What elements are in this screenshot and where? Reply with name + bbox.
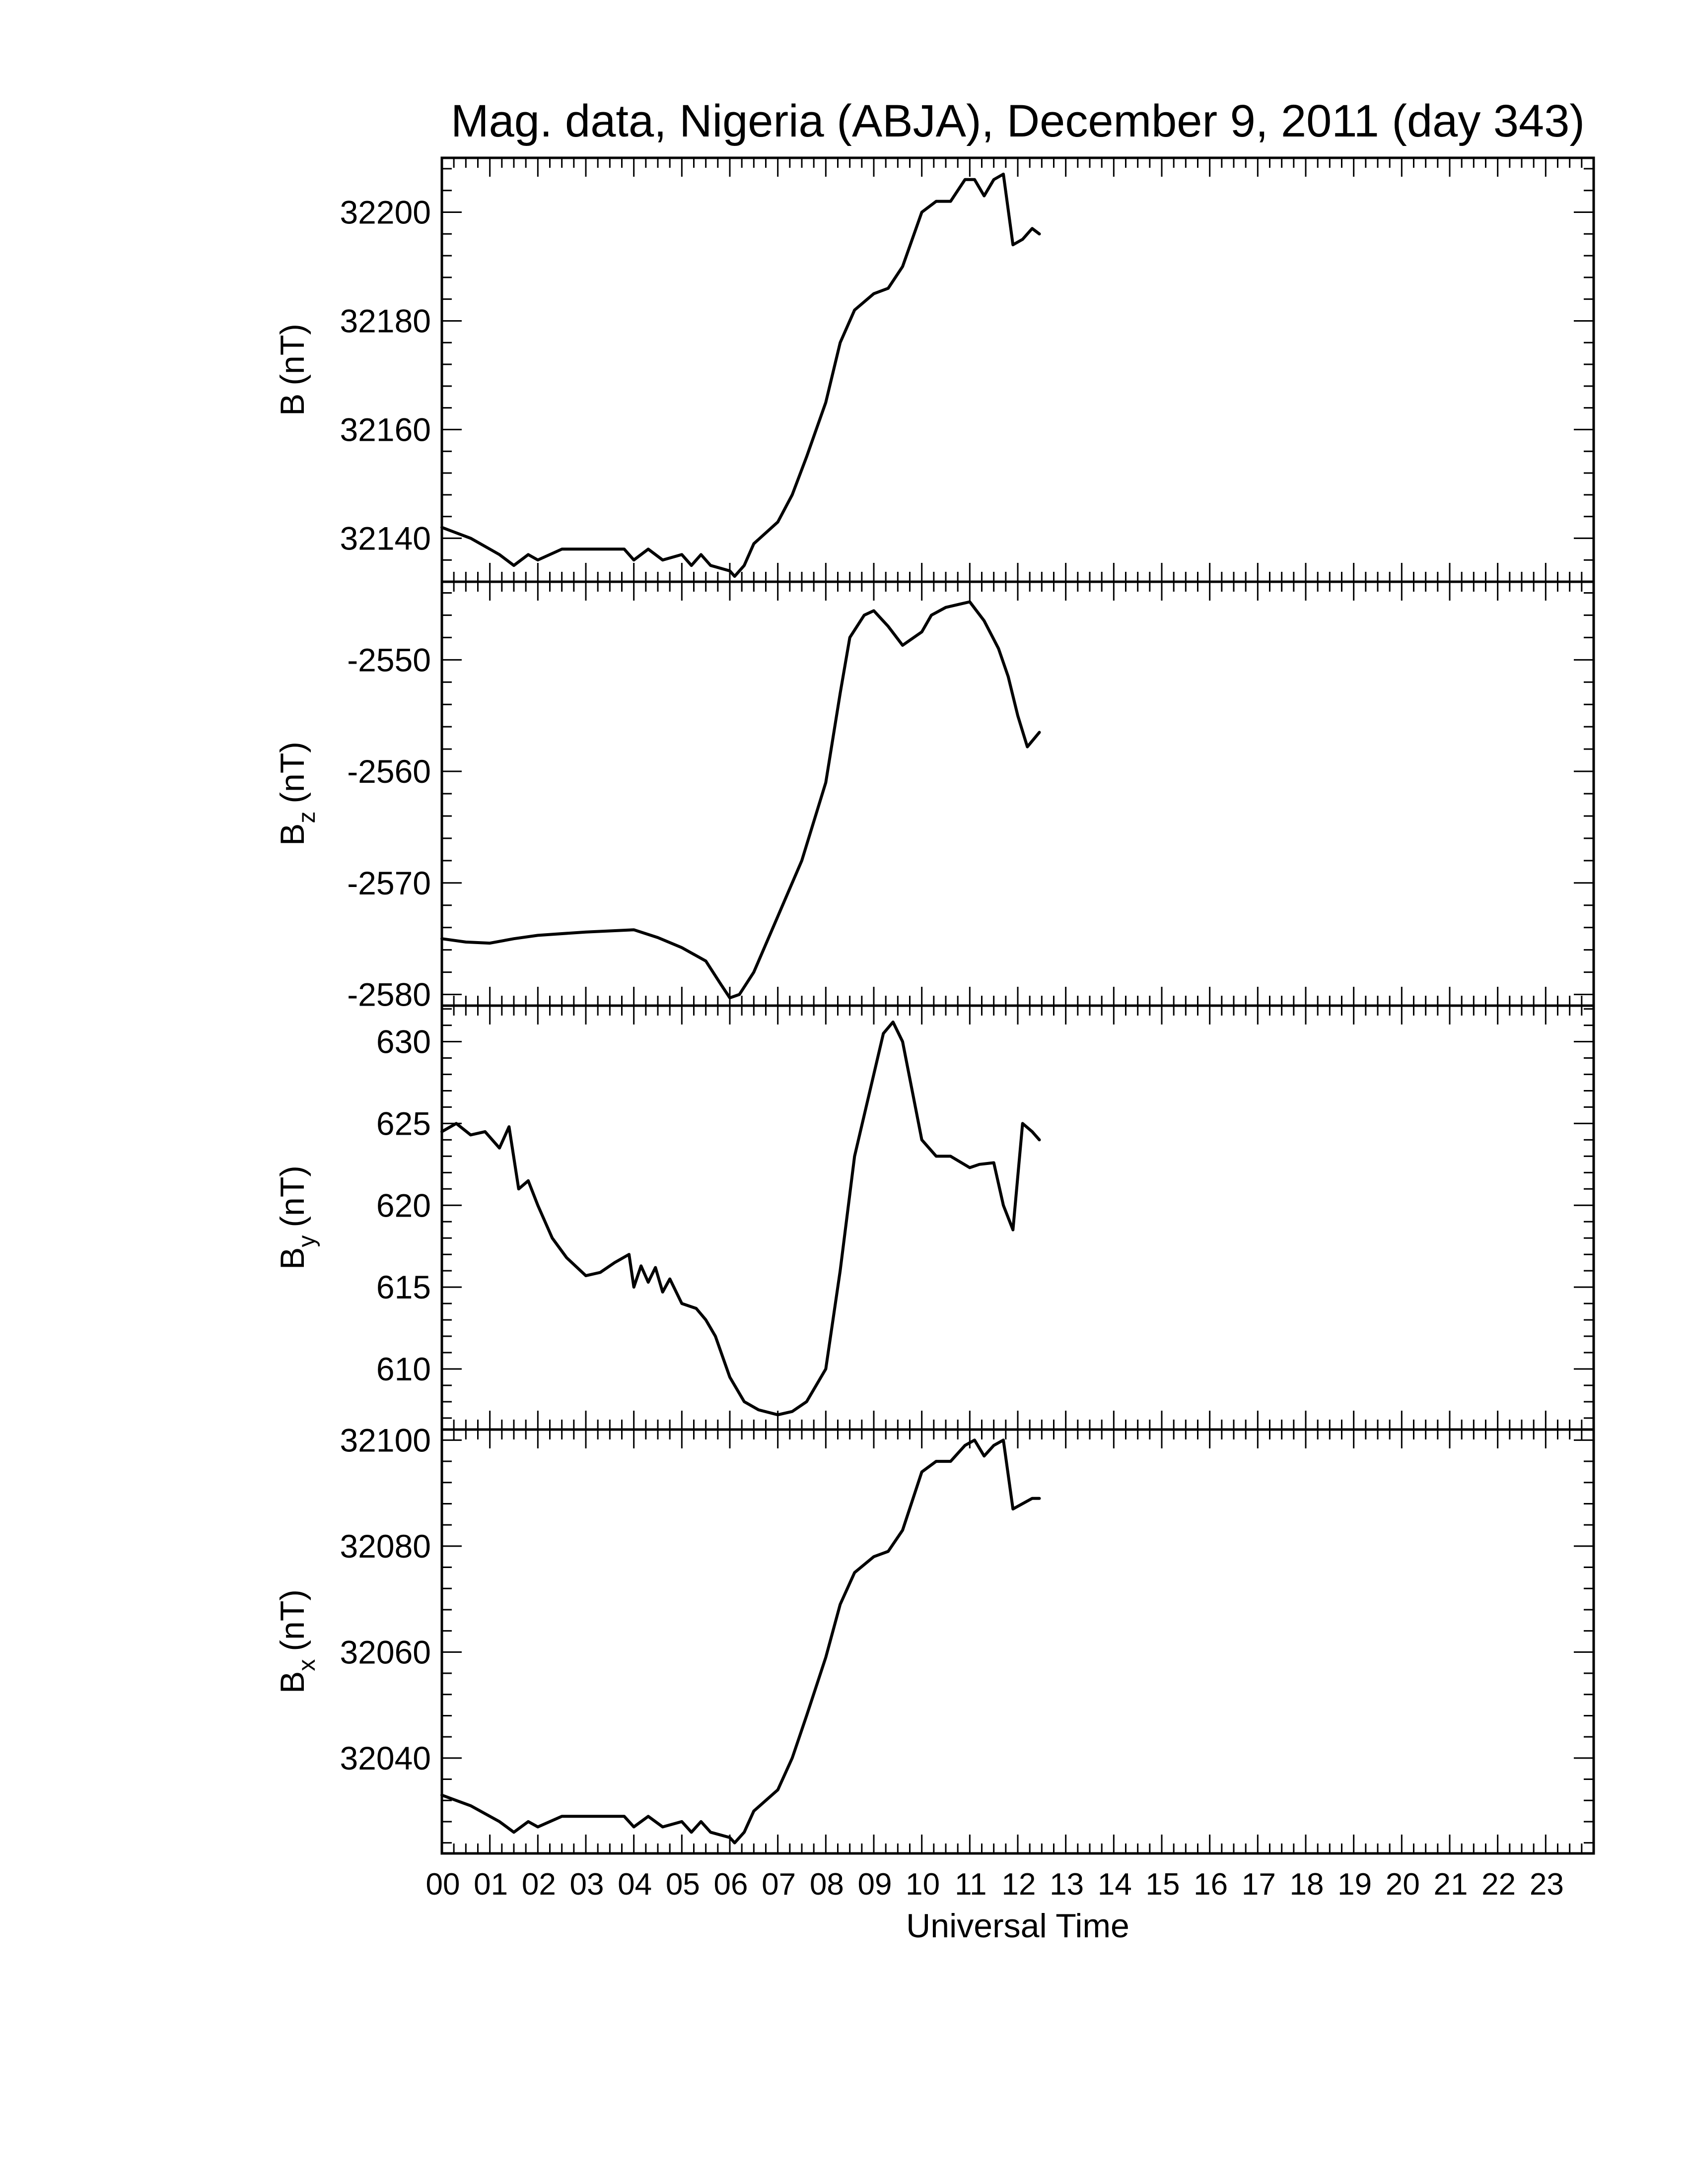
panel-By: 610 615 620 625 630 By (nT)	[274, 1004, 1595, 1431]
y-axis-title: Bz (nT)	[274, 742, 320, 846]
y-tick-label: 630	[376, 1024, 431, 1060]
y-tick-label: 610	[376, 1351, 431, 1387]
x-tick-label: 18	[1290, 1867, 1324, 1902]
x-axis: 00 01 02 03 04 05 06 07 08 09 10 11 12 13 14 15 16 17 18 19…	[426, 1867, 1564, 1902]
y-axis-title-main: B	[274, 1671, 311, 1694]
y-tick-label: -2570	[347, 865, 431, 901]
y-tick-label: 32140	[340, 520, 431, 556]
series-line-B	[440, 172, 1041, 578]
y-axis-title-unit: (nT)	[274, 1165, 311, 1228]
y-tick-label: 32040	[340, 1740, 431, 1776]
x-tick-label: 12	[1002, 1867, 1036, 1902]
panel-B: 32140 32160 32180 32200 B (nT)	[274, 156, 1595, 583]
y-axis-title-sub: x	[294, 1659, 320, 1671]
panel-frame	[440, 156, 1595, 583]
y-axis-title-main: B	[274, 1247, 311, 1270]
y-axis-title-sub: z	[294, 812, 320, 823]
x-tick-label: 21	[1434, 1867, 1468, 1902]
series-line-Bx	[440, 1438, 1041, 1844]
x-tick-label: 16	[1194, 1867, 1228, 1902]
y-axis-title: Bx (nT)	[274, 1589, 320, 1694]
x-tick-label: 02	[522, 1867, 556, 1902]
y-axis-title-unit: (nT)	[274, 324, 311, 386]
series-line-By	[440, 1021, 1041, 1417]
x-tick-label: 23	[1530, 1867, 1564, 1902]
x-tick-label: 01	[474, 1867, 508, 1902]
panel-frame	[440, 1004, 1595, 1431]
x-tick-label: 09	[858, 1867, 892, 1902]
x-tick-label: 06	[714, 1867, 748, 1902]
x-tick-label: 15	[1146, 1867, 1180, 1902]
x-tick-label: 07	[762, 1867, 796, 1902]
y-tick-label: 615	[376, 1269, 431, 1305]
series-line-Bz	[440, 600, 1041, 1000]
y-axis-title: By (nT)	[274, 1165, 320, 1270]
y-tick-label: 32080	[340, 1528, 431, 1565]
x-tick-label: 17	[1242, 1867, 1276, 1902]
y-tick-label: -2550	[347, 641, 431, 678]
x-tick-label: 08	[810, 1867, 844, 1902]
panel-Bz: -2580 -2570 -2560 -2550 Bz (nT)	[274, 580, 1595, 1013]
x-tick-label: 04	[618, 1867, 652, 1902]
panel-frame	[440, 580, 1595, 1007]
x-tick-label: 20	[1386, 1867, 1420, 1902]
x-tick-label: 03	[570, 1867, 604, 1902]
x-tick-label: 10	[906, 1867, 940, 1902]
y-axis-title-main: B	[274, 394, 311, 416]
x-tick-label: 11	[955, 1867, 986, 1902]
y-tick-label: 32100	[340, 1422, 431, 1458]
x-tick-label: 00	[426, 1867, 460, 1902]
x-tick-label: 22	[1481, 1867, 1516, 1902]
x-tick-label: 14	[1098, 1867, 1132, 1902]
x-tick-label: 19	[1337, 1867, 1372, 1902]
y-axis-title: B (nT)	[274, 324, 311, 416]
x-tick-label: 05	[666, 1867, 700, 1902]
y-axis-title-main: B	[274, 823, 311, 846]
y-tick-label: -2560	[347, 753, 431, 790]
plot-panels: 32140 32160 32180 32200 B (nT) -2580 -2570 -2560…	[274, 156, 1595, 1855]
y-tick-label: 32200	[340, 194, 431, 230]
y-tick-label: -2580	[347, 976, 431, 1013]
y-tick-label: 625	[376, 1105, 431, 1142]
y-tick-label: 32060	[340, 1634, 431, 1670]
y-tick-label: 32180	[340, 302, 431, 339]
panel-frame	[440, 1428, 1595, 1855]
y-tick-label: 32160	[340, 411, 431, 448]
x-axis-title: Universal Time	[906, 1907, 1129, 1945]
y-axis-title-sub: y	[294, 1235, 320, 1247]
chart-title: Mag. data, Nigeria (ABJA), December 9, 2…	[451, 96, 1585, 146]
y-axis-title-unit: (nT)	[274, 742, 311, 804]
panel-Bx: 32040 32060 32080 32100 Bx (nT)	[274, 1422, 1595, 1855]
y-axis-title-unit: (nT)	[274, 1589, 311, 1651]
x-tick-label: 13	[1050, 1867, 1084, 1902]
y-tick-label: 620	[376, 1187, 431, 1224]
